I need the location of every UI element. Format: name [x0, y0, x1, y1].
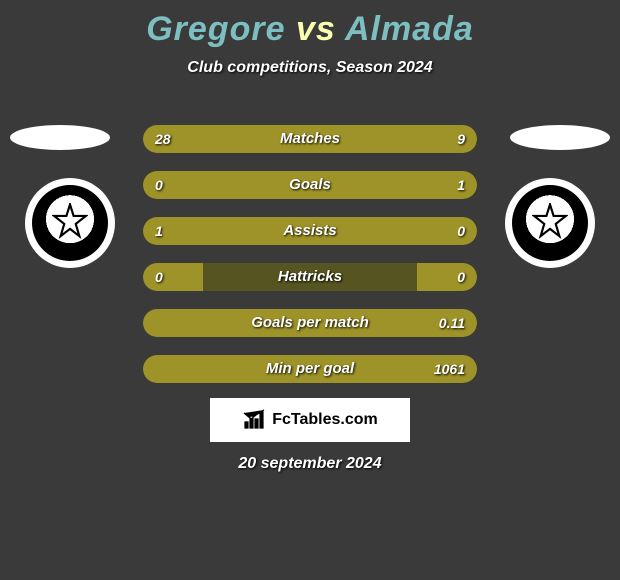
title-separator: vs: [296, 10, 336, 48]
shield-icon: [512, 185, 588, 261]
stat-value-left: 1: [155, 217, 163, 245]
player-b-club-badge: [505, 178, 595, 268]
stat-label: Goals per match: [143, 309, 477, 337]
stat-row: Hattricks0 0: [143, 263, 477, 291]
stat-value-left: 0: [155, 263, 163, 291]
stat-value-right: 1061: [434, 355, 465, 383]
stat-row: Min per goal1061: [143, 355, 477, 383]
stat-label: Matches: [143, 125, 477, 153]
stat-value-right: 1: [457, 171, 465, 199]
stats-rows: Matches289Goals01Assists10Hattricks00Goa…: [143, 125, 477, 401]
chart-icon: [242, 408, 266, 432]
stat-label: Min per goal: [143, 355, 477, 383]
stat-value-right: 9: [457, 125, 465, 153]
brand-text: FcTables.com: [272, 411, 378, 429]
title: Gregore vs Almada: [0, 0, 620, 49]
stat-value-right: 0.11: [439, 309, 465, 337]
stat-row: Assists1 0: [143, 217, 477, 245]
subtitle: Club competitions, Season 2024: [0, 59, 620, 77]
stat-label: Assists: [143, 217, 477, 245]
star-icon: [532, 203, 568, 239]
footer-date: 20 september 2024: [0, 455, 620, 473]
stat-value-right: 0: [457, 217, 465, 245]
stat-row: Goals per match0.11: [143, 309, 477, 337]
player-a-flag-ellipse: [10, 125, 110, 150]
player-a-club-badge: [25, 178, 115, 268]
stat-label: Hattricks: [143, 263, 477, 291]
brand-box: FcTables.com: [210, 398, 410, 442]
stat-label: Goals: [143, 171, 477, 199]
stat-row: Goals0 1: [143, 171, 477, 199]
player-b-flag-ellipse: [510, 125, 610, 150]
stat-value-right: 0: [457, 263, 465, 291]
shield-icon: [32, 185, 108, 261]
player-b-name: Almada: [345, 10, 474, 48]
star-icon: [52, 203, 88, 239]
stat-value-left: 28: [155, 125, 171, 153]
stat-row: Matches28 9: [143, 125, 477, 153]
player-a-name: Gregore: [146, 10, 285, 48]
stat-value-left: 0: [155, 171, 163, 199]
